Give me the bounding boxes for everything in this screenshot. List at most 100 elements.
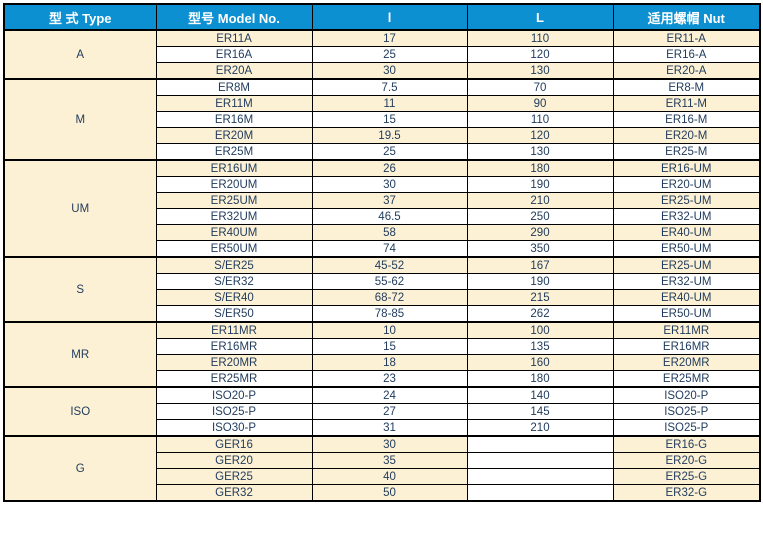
L-cell: 215	[466, 289, 614, 306]
table-row: S S/ER25 45-52 167 ER25-UM	[3, 256, 761, 323]
l-cell: 30	[311, 62, 468, 80]
l-cell: 50	[311, 484, 468, 502]
L-cell: 130	[466, 143, 614, 161]
L-cell: 180	[466, 370, 614, 388]
nut-cell: ER32-UM	[612, 273, 761, 290]
l-cell: 55-62	[311, 273, 468, 290]
nut-cell: ISO20-P	[612, 386, 761, 404]
type-cell: A	[3, 29, 157, 80]
nut-cell: ER25-UM	[612, 192, 761, 209]
model-cell: ER11A	[155, 29, 313, 47]
nut-cell: ER20MR	[612, 354, 761, 371]
nut-cell: ER20-G	[612, 452, 761, 469]
L-cell: 110	[466, 111, 614, 128]
L-cell: 100	[466, 321, 614, 339]
type-cell: G	[3, 435, 157, 502]
table-row: M ER8M 7.5 70 ER8-M	[3, 78, 761, 161]
model-cell: ISO20-P	[155, 386, 313, 404]
table-row: ER16A 25 120 ER16-A	[4, 46, 761, 63]
model-cell: ER25M	[155, 143, 313, 161]
model-cell: ISO30-P	[155, 419, 313, 437]
nut-cell: ISO25-P	[612, 403, 761, 420]
spec-table: 型 式 Type 型号 Model No. l L 适用螺帽 Nut A ER11…	[3, 3, 761, 502]
L-cell: 160	[466, 354, 614, 371]
header-l: l	[311, 3, 468, 31]
model-cell: ER25MR	[155, 370, 313, 388]
L-cell: 290	[466, 224, 614, 241]
model-cell: ER40UM	[155, 224, 313, 241]
header-type: 型 式 Type	[3, 3, 157, 31]
nut-cell: ER50-UM	[612, 305, 761, 323]
table-row: G GER16 30 ER16-G	[3, 435, 761, 502]
table-row: GER32 50 ER32-G	[4, 484, 761, 502]
nut-cell: ER20-A	[612, 62, 761, 80]
table-row: UM ER16UM 26 180 ER16-UM	[3, 159, 761, 258]
nut-cell: ER32-UM	[612, 208, 761, 225]
nut-cell: ER16-G	[612, 435, 761, 453]
nut-cell: ER8-M	[612, 78, 761, 96]
L-cell: 110	[466, 29, 614, 47]
l-cell: 30	[311, 176, 468, 193]
L-cell: 120	[466, 127, 614, 144]
table-row: ER32UM 46.5 250 ER32-UM	[4, 208, 761, 225]
l-cell: 46.5	[311, 208, 468, 225]
nut-cell: ER16-M	[612, 111, 761, 128]
nut-cell: ER25-UM	[612, 256, 761, 274]
table-row: ISO ISO20-P 24 140 ISO20-P	[3, 386, 761, 437]
model-cell: ER25UM	[155, 192, 313, 209]
model-cell: GER32	[155, 484, 313, 502]
l-cell: 25	[311, 46, 468, 63]
header-row: 型 式 Type 型号 Model No. l L 适用螺帽 Nut	[3, 3, 761, 31]
nut-cell: ER16-A	[612, 46, 761, 63]
l-cell: 58	[311, 224, 468, 241]
model-cell: ER20UM	[155, 176, 313, 193]
nut-cell: ER40-UM	[612, 224, 761, 241]
page: 型 式 Type 型号 Model No. l L 适用螺帽 Nut A ER11…	[3, 3, 761, 502]
nut-cell: ER16MR	[612, 338, 761, 355]
l-cell: 11	[311, 95, 468, 112]
L-cell	[466, 468, 614, 485]
table-row: S/ER40 68-72 215 ER40-UM	[4, 289, 761, 306]
table-row: ISO25-P 27 145 ISO25-P	[4, 403, 761, 420]
model-cell: ER16MR	[155, 338, 313, 355]
model-cell: ISO25-P	[155, 403, 313, 420]
model-cell: ER8M	[155, 78, 313, 96]
l-cell: 40	[311, 468, 468, 485]
L-cell	[466, 435, 614, 453]
l-cell: 30	[311, 435, 468, 453]
L-cell: 190	[466, 273, 614, 290]
l-cell: 26	[311, 159, 468, 177]
model-cell: S/ER40	[155, 289, 313, 306]
table-row: MR ER11MR 10 100 ER11MR	[3, 321, 761, 388]
l-cell: 19.5	[311, 127, 468, 144]
nut-cell: ER25MR	[612, 370, 761, 388]
model-cell: GER25	[155, 468, 313, 485]
type-cell: S	[3, 256, 157, 323]
l-cell: 25	[311, 143, 468, 161]
L-cell: 130	[466, 62, 614, 80]
header-L: L	[466, 3, 614, 31]
l-cell: 31	[311, 419, 468, 437]
header-nut: 适用螺帽 Nut	[612, 3, 761, 31]
model-cell: ER20M	[155, 127, 313, 144]
l-cell: 23	[311, 370, 468, 388]
nut-cell: ER11-M	[612, 95, 761, 112]
table-row: ER20MR 18 160 ER20MR	[4, 354, 761, 371]
L-cell: 262	[466, 305, 614, 323]
L-cell: 90	[466, 95, 614, 112]
l-cell: 74	[311, 240, 468, 258]
nut-cell: ER32-G	[612, 484, 761, 502]
model-cell: ER50UM	[155, 240, 313, 258]
model-cell: ER20A	[155, 62, 313, 80]
nut-cell: ER50-UM	[612, 240, 761, 258]
model-cell: ER32UM	[155, 208, 313, 225]
type-cell: UM	[3, 159, 157, 258]
L-cell: 190	[466, 176, 614, 193]
L-cell: 140	[466, 386, 614, 404]
nut-cell: ER25-G	[612, 468, 761, 485]
nut-cell: ER11-A	[612, 29, 761, 47]
nut-cell: ER25-M	[612, 143, 761, 161]
l-cell: 18	[311, 354, 468, 371]
l-cell: 27	[311, 403, 468, 420]
table-row: ER20M 19.5 120 ER20-M	[4, 127, 761, 144]
